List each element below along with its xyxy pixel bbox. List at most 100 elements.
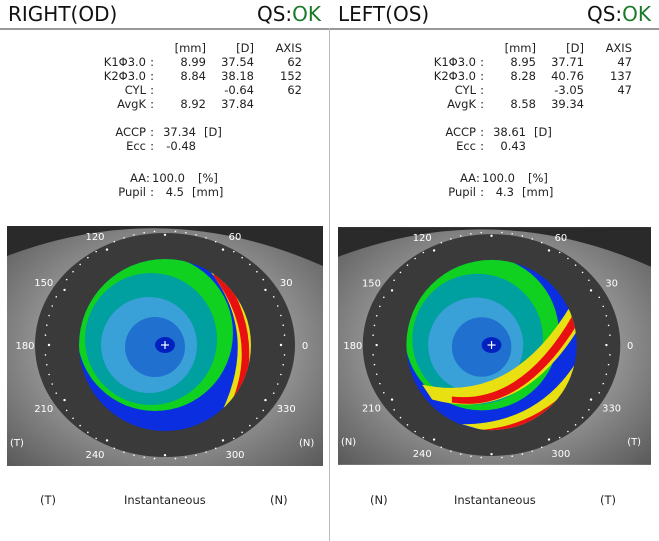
ring-dot — [272, 392, 275, 394]
ring-dot — [511, 233, 513, 235]
ring-dot — [490, 234, 493, 238]
panel-divider — [329, 28, 330, 541]
ring-dot — [276, 383, 279, 385]
k-row: AvgK: 8.58 39.34 — [400, 97, 632, 111]
ring-dot — [44, 354, 47, 356]
ring-dot — [133, 234, 135, 236]
k-row: CYL: -3.05 47 — [400, 83, 632, 97]
row-sep: : — [150, 139, 154, 153]
ring-dot — [605, 314, 608, 317]
ring-dot — [393, 279, 395, 282]
ring-dot — [51, 305, 54, 307]
ring-dot — [558, 436, 561, 439]
ring-dot — [279, 343, 283, 347]
row-sep: : — [150, 185, 154, 199]
ring-dot — [205, 451, 207, 453]
angle-label: 60 — [229, 232, 242, 243]
ring-dot — [531, 238, 533, 240]
accp-value: 38.61 — [493, 125, 526, 139]
ring-dot — [87, 431, 89, 434]
qs-label: QS: — [256, 2, 293, 26]
corneal-topography-map[interactable]: 0306090120150180210240270300330 (T) (N) — [7, 226, 323, 466]
ring-dot — [63, 288, 66, 292]
ring-dot — [44, 334, 47, 336]
row-sep: : — [480, 97, 484, 111]
ring-dot — [63, 398, 66, 402]
row-sep: : — [480, 83, 484, 97]
ring-dot — [588, 279, 590, 282]
angle-label: 300 — [551, 449, 570, 460]
eyelid — [7, 226, 323, 266]
ring-dot — [432, 438, 436, 441]
ring-dot — [280, 373, 282, 376]
ring-dot — [375, 373, 378, 376]
ring-dot — [95, 437, 97, 440]
ring-dot — [153, 457, 156, 460]
qs-value: OK — [292, 2, 321, 26]
aa-unit: [%] — [198, 171, 218, 185]
ring-dot — [48, 373, 50, 376]
value-d: -0.64 — [224, 83, 254, 97]
k-row: CYL: -0.64 62 — [70, 83, 302, 97]
ring-dot — [414, 257, 416, 260]
ring-dot — [105, 248, 109, 251]
ring-dot — [214, 447, 217, 450]
map-left-label: (T) — [10, 438, 24, 449]
value-mm: [mm] — [174, 41, 206, 55]
row-label — [70, 41, 146, 55]
left-eye-panel: LEFT(OS) QS:OK [mm] [D] AXIS K1Φ3.0: 8.95 37.… — [330, 0, 659, 541]
ring-dot — [598, 296, 601, 299]
ring-dot — [65, 278, 68, 281]
right-eye-panel: RIGHT(OD) QS:OK [mm] [D] AXIS K1Φ3.0: 8.99 37… — [0, 0, 329, 541]
ring-dot — [390, 398, 394, 401]
pupil-unit: [mm] — [522, 185, 554, 199]
angle-label: 210 — [362, 403, 381, 414]
ring-dot — [605, 373, 608, 376]
ring-dot — [581, 271, 584, 274]
row-label — [400, 41, 476, 55]
ring-dot — [276, 305, 279, 307]
ring-dot — [282, 363, 284, 366]
ring-dot — [123, 237, 125, 239]
ring-dot — [87, 256, 89, 259]
ring-dot — [581, 416, 584, 419]
ring-dot — [375, 314, 378, 317]
ring-dot — [372, 334, 374, 336]
corneal-topography-map[interactable]: 0306090120150180210240270300330 (N) (T) — [338, 226, 651, 466]
value-mm: 8.95 — [510, 55, 536, 69]
ring-dot — [567, 257, 569, 260]
ring-dot — [221, 248, 225, 251]
ring-dot — [432, 249, 436, 252]
ring-dot — [540, 241, 543, 244]
ring-dot — [379, 305, 381, 308]
ring-dot — [113, 447, 116, 450]
value-mm — [488, 83, 536, 97]
ring-dot — [221, 439, 225, 442]
angle-label: 300 — [225, 450, 244, 461]
ring-dot — [480, 456, 482, 459]
ring-dot — [383, 296, 385, 299]
value-axis: AXIS — [275, 41, 302, 55]
ring-dot — [373, 324, 376, 327]
row-label: AvgK — [447, 97, 476, 111]
ring-dot — [249, 263, 251, 266]
ring-dot — [607, 363, 610, 366]
ring-dot — [256, 270, 258, 273]
ring-dot — [205, 237, 207, 239]
map-left-label: (N) — [341, 437, 356, 448]
angle-label: 180 — [15, 341, 34, 352]
angle-ring: 0306090120150180210240270300330 — [343, 226, 633, 466]
angle-label: 330 — [277, 404, 296, 415]
keratometry-table: [mm] [D] AXIS K1Φ3.0: 8.95 37.71 47 K2Φ3.0: 8.28… — [400, 41, 632, 199]
accp-row: ACCP:38.61 [D] — [400, 125, 632, 139]
foot-left-label: (T) — [40, 493, 56, 507]
qs-label: QS: — [586, 2, 623, 26]
accp-unit: [D] — [534, 125, 552, 139]
value-d: -3.05 — [554, 83, 584, 97]
value-axis — [254, 97, 302, 111]
angle-label: 0 — [302, 341, 308, 352]
ring-dot — [233, 437, 235, 440]
ring-dot — [163, 233, 167, 236]
ring-dot — [65, 409, 68, 412]
ring-dot — [214, 240, 217, 243]
